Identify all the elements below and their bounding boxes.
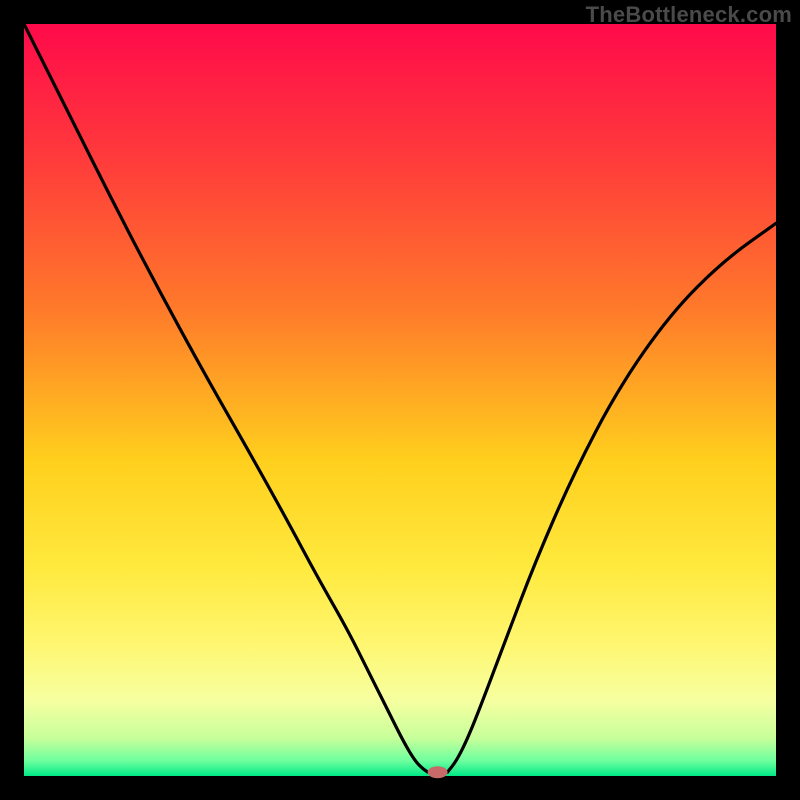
watermark-text: TheBottleneck.com [586, 2, 792, 28]
optimal-point-marker [428, 766, 448, 778]
bottleneck-chart [0, 0, 800, 800]
plot-background [24, 24, 776, 776]
